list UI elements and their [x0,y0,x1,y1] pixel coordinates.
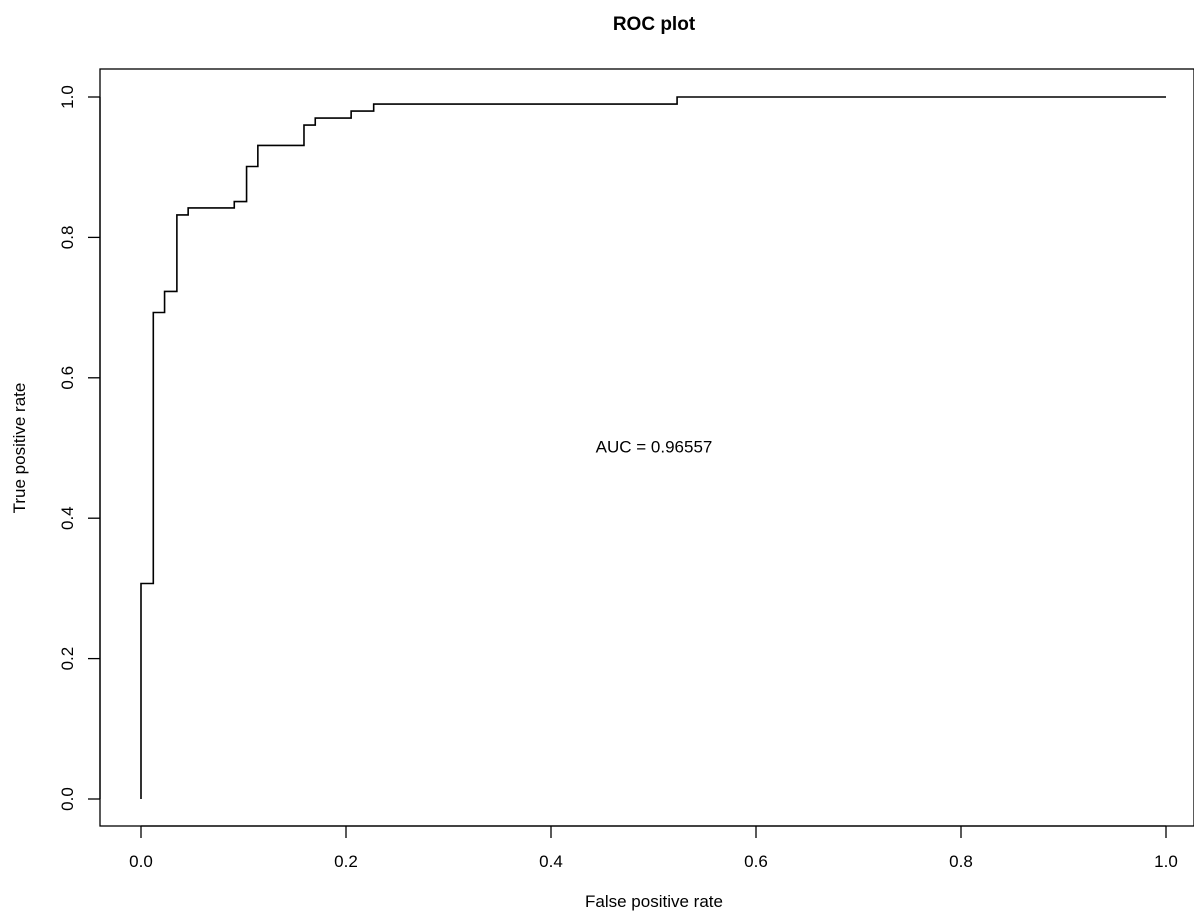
x-tick-label: 0.0 [129,852,153,871]
y-tick-label: 0.6 [58,366,77,390]
roc-curve [140,96,1166,799]
x-tick-label: 0.8 [949,852,973,871]
y-axis-ticks: 0.0 0.2 0.4 0.6 0.8 1.0 [58,85,100,811]
y-tick-label: 0.4 [58,506,77,530]
x-tick-label: 0.4 [539,852,563,871]
y-tick-label: 0.0 [58,787,77,811]
x-tick-label: 1.0 [1154,852,1178,871]
y-axis-label: True positive rate [10,383,29,514]
auc-annotation: AUC = 0.96557 [596,437,713,456]
y-tick-label: 0.8 [58,226,77,250]
x-axis-ticks: 0.0 0.2 0.4 0.6 0.8 1.0 [129,826,1178,871]
y-tick-label: 0.2 [58,647,77,671]
x-tick-label: 0.2 [334,852,358,871]
y-tick-label: 1.0 [58,85,77,109]
x-axis-label: False positive rate [585,892,723,911]
x-tick-label: 0.6 [744,852,768,871]
chart-title: ROC plot [613,14,696,35]
